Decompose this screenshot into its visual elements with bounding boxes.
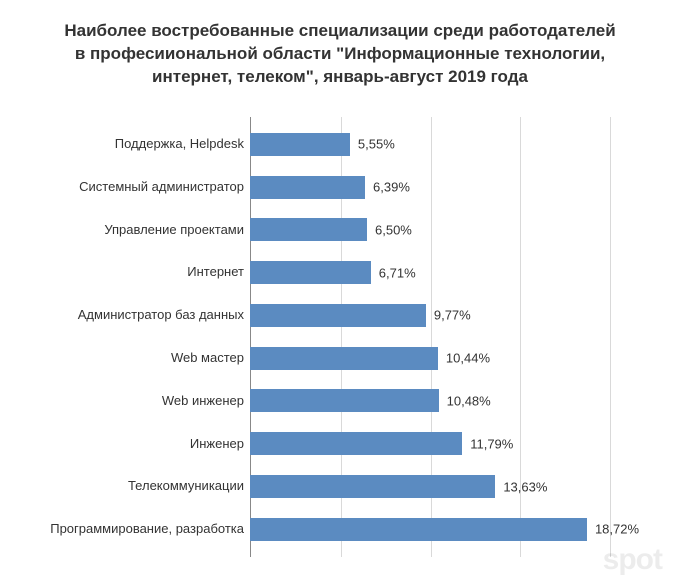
bar-fill: 11,79% — [250, 432, 462, 455]
bar-track: 10,44% — [250, 347, 610, 370]
bar-fill: 6,50% — [250, 218, 367, 241]
bar-row: Телекоммуникации 13,63% — [40, 468, 610, 506]
bar-row: Системный администратор 6,39% — [40, 168, 610, 206]
bar-label: Телекоммуникации — [40, 479, 250, 493]
bar-fill: 13,63% — [250, 475, 495, 498]
bar-fill: 10,48% — [250, 389, 439, 412]
bar-value: 6,71% — [379, 265, 416, 280]
gridline — [610, 117, 611, 557]
bar-row: Управление проектами 6,50% — [40, 211, 610, 249]
bar-label: Администратор баз данных — [40, 308, 250, 322]
bar-label: Системный администратор — [40, 180, 250, 194]
bar-fill: 6,39% — [250, 176, 365, 199]
chart-container: Наиболее востребованные специализации ср… — [0, 0, 680, 585]
bar-value: 5,55% — [358, 137, 395, 152]
bar-row: Web мастер 10,44% — [40, 339, 610, 377]
bars-wrapper: Поддержка, Helpdesk 5,55% Системный адми… — [40, 117, 610, 557]
bar-value: 9,77% — [434, 308, 471, 323]
bar-label: Поддержка, Helpdesk — [40, 137, 250, 151]
bar-fill: 6,71% — [250, 261, 371, 284]
bar-row: Интернет 6,71% — [40, 254, 610, 292]
bar-value: 13,63% — [503, 479, 547, 494]
bar-track: 5,55% — [250, 133, 610, 156]
bar-value: 10,48% — [447, 393, 491, 408]
bar-track: 13,63% — [250, 475, 610, 498]
bar-row: Инженер 11,79% — [40, 425, 610, 463]
watermark: spot — [603, 543, 662, 577]
bar-label: Программирование, разработка — [40, 522, 250, 536]
bar-fill: 18,72% — [250, 518, 587, 541]
bar-value: 10,44% — [446, 351, 490, 366]
bar-label: Инженер — [40, 437, 250, 451]
bar-track: 18,72% — [250, 518, 610, 541]
bar-label: Web инженер — [40, 394, 250, 408]
bar-track: 10,48% — [250, 389, 610, 412]
bar-value: 18,72% — [595, 522, 639, 537]
bar-value: 11,79% — [470, 436, 513, 451]
bar-row: Web инженер 10,48% — [40, 382, 610, 420]
bar-label: Web мастер — [40, 351, 250, 365]
bar-fill: 9,77% — [250, 304, 426, 327]
bar-row: Администратор баз данных 9,77% — [40, 296, 610, 334]
bar-value: 6,39% — [373, 180, 410, 195]
bar-label: Управление проектами — [40, 223, 250, 237]
bar-track: 9,77% — [250, 304, 610, 327]
bar-track: 6,71% — [250, 261, 610, 284]
bar-row: Поддержка, Helpdesk 5,55% — [40, 125, 610, 163]
bar-label: Интернет — [40, 265, 250, 279]
bar-value: 6,50% — [375, 222, 412, 237]
bar-track: 6,39% — [250, 176, 610, 199]
bar-track: 11,79% — [250, 432, 610, 455]
bar-track: 6,50% — [250, 218, 610, 241]
chart-area: Поддержка, Helpdesk 5,55% Системный адми… — [40, 117, 640, 557]
bar-row: Программирование, разработка 18,72% — [40, 510, 610, 548]
chart-title: Наиболее востребованные специализации ср… — [40, 20, 640, 89]
bar-fill: 10,44% — [250, 347, 438, 370]
bar-fill: 5,55% — [250, 133, 350, 156]
